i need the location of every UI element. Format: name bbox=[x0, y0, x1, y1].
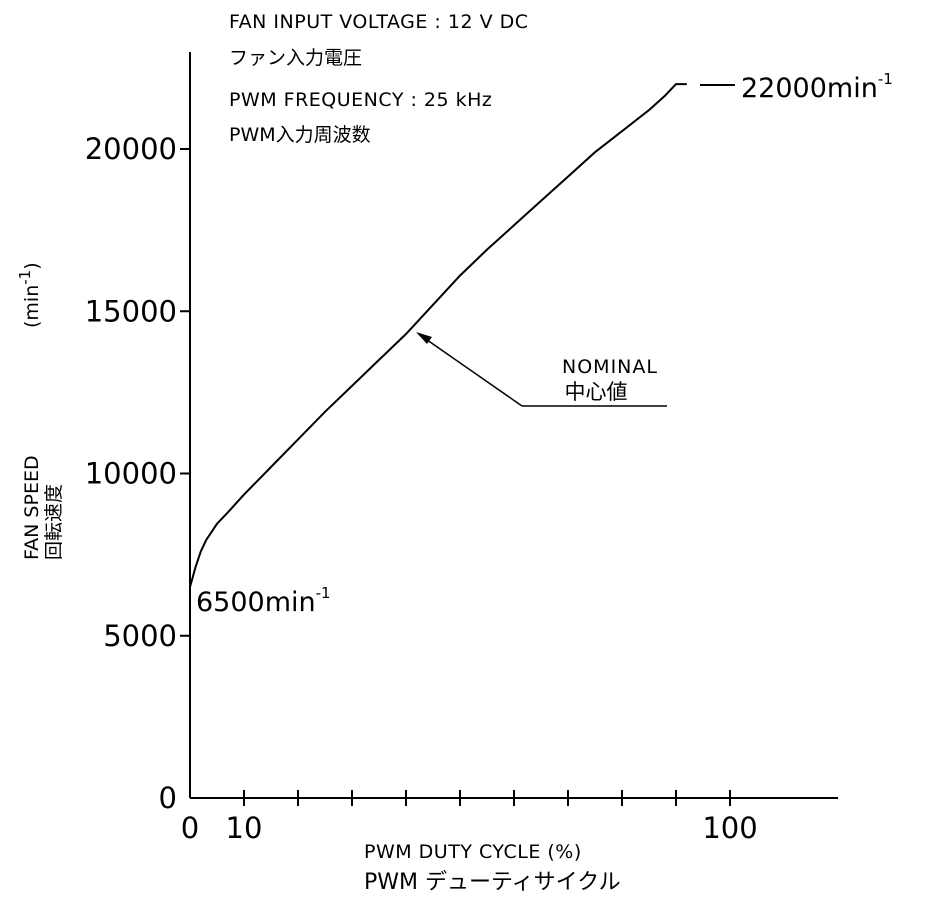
y-axis-unit: (min-1) bbox=[16, 262, 43, 328]
voltage-note: FAN INPUT VOLTAGE : 12 V DC bbox=[229, 11, 529, 33]
voltage-note-ja: ファン入力電圧 bbox=[229, 47, 362, 69]
nominal-label-ja: 中心値 bbox=[565, 380, 628, 404]
nominal-arrowhead bbox=[416, 332, 432, 344]
nominal-annotation: NOMINAL 中心値 bbox=[416, 332, 667, 407]
y-tick-label: 10000 bbox=[85, 457, 177, 491]
y-ticks: 0 5000 10000 15000 20000 bbox=[85, 132, 190, 815]
y-tick-label: 20000 bbox=[85, 132, 177, 166]
y-axis-label: FAN SPEED 回転速度 (min-1) bbox=[16, 262, 65, 560]
x-tick-label: 0 bbox=[181, 811, 199, 845]
x-tick-label: 10 bbox=[226, 811, 263, 845]
x-tick-label: 100 bbox=[702, 811, 757, 845]
x-ticks: 0 10 100 bbox=[181, 790, 758, 845]
nominal-leader bbox=[419, 334, 523, 407]
y-tick-label: 0 bbox=[159, 781, 177, 815]
series-line-nominal bbox=[189, 83, 687, 588]
frequency-note: PWM FREQUENCY : 25 kHz bbox=[229, 89, 492, 111]
y-axis-label-ja: 回転速度 bbox=[43, 484, 65, 560]
start-label: 6500min-1 bbox=[196, 584, 331, 618]
y-axis-label-en: FAN SPEED bbox=[21, 455, 43, 560]
frequency-note-ja: PWM入力周波数 bbox=[229, 124, 371, 146]
end-label-text: 22000min-1 bbox=[741, 70, 893, 104]
nominal-label: NOMINAL bbox=[562, 356, 658, 378]
end-label: 22000min-1 bbox=[700, 70, 893, 104]
y-tick-label: 5000 bbox=[103, 619, 177, 653]
x-axis-label-ja: PWM デューティサイクル bbox=[364, 870, 621, 895]
y-tick-label: 15000 bbox=[85, 294, 177, 328]
x-axis-label: PWM DUTY CYCLE (%) bbox=[364, 841, 582, 863]
